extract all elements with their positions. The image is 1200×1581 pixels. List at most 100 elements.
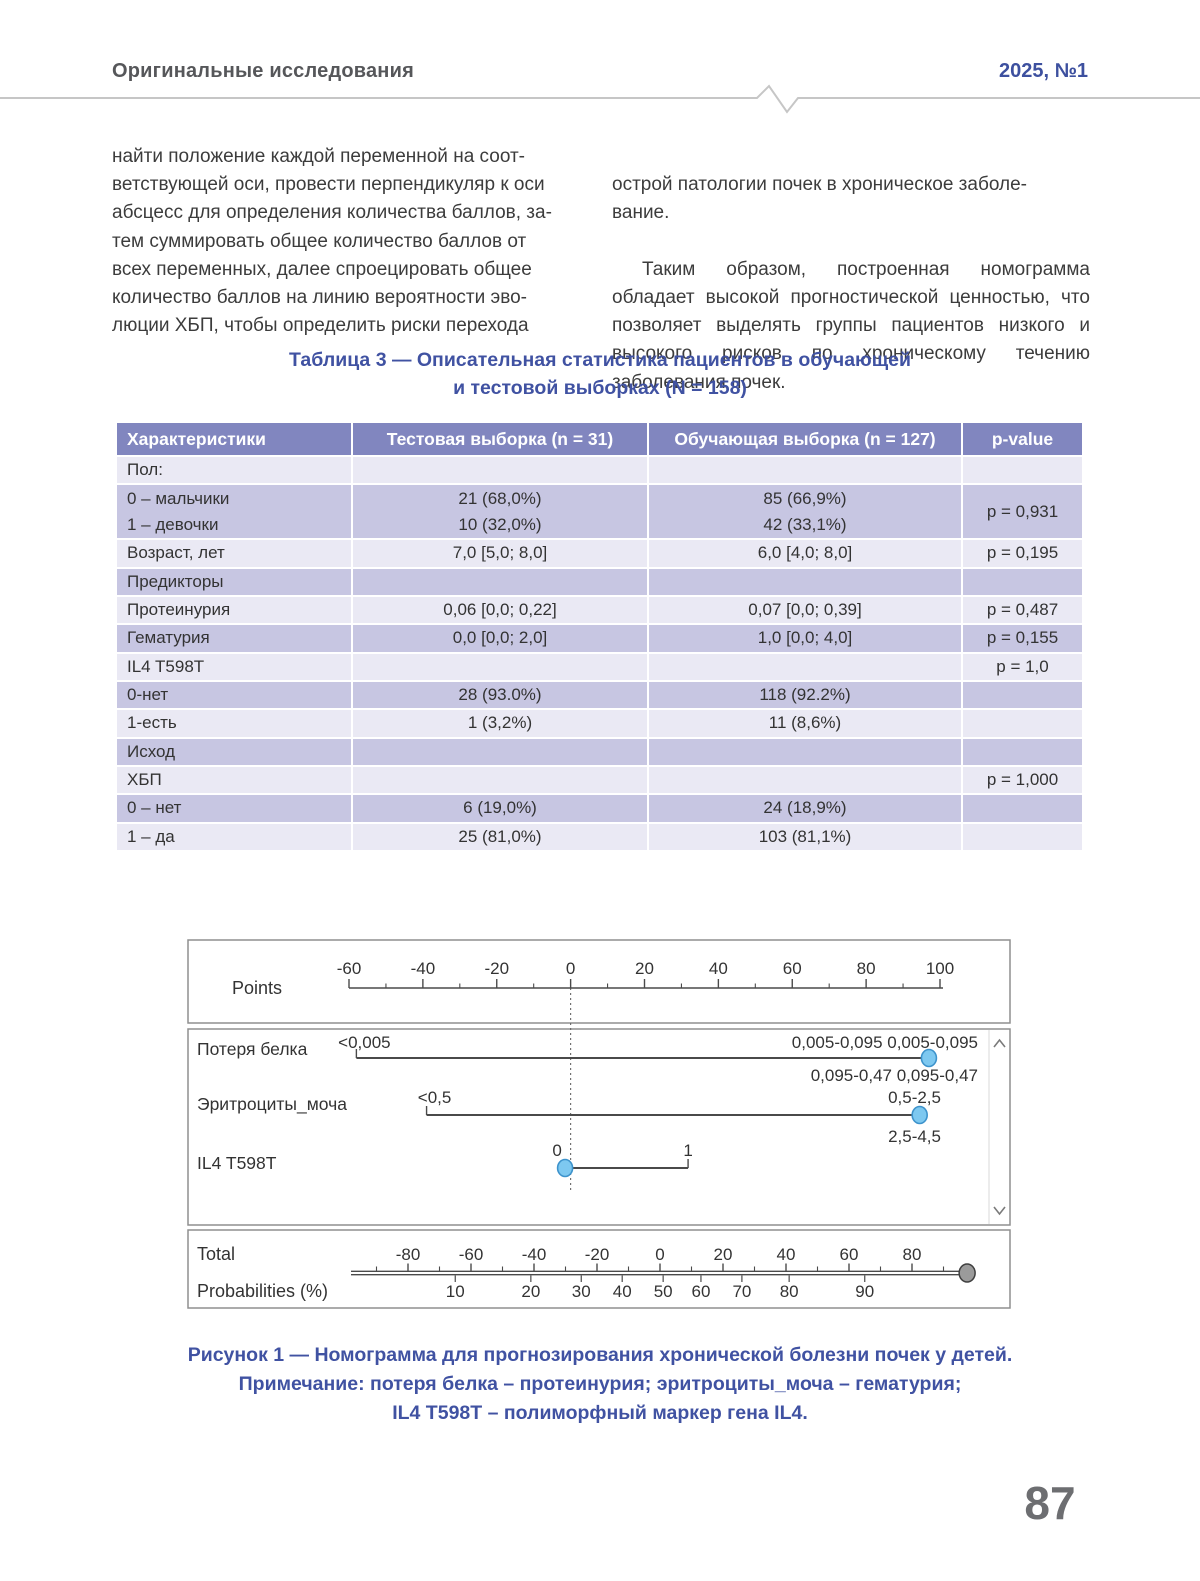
total-tick-label: 60 [840,1245,859,1264]
table-cell: 21 (68,0%) 10 (32,0%) [351,483,649,541]
article-column-left: найти положение каждой переменной на соо… [112,146,552,337]
table-cell [961,566,1084,598]
prob-tick-label: 30 [572,1282,591,1301]
table-body: Пол: 0 – мальчики 1 – девочки 21 (68,0%) 1… [115,454,1084,853]
total-tick-label: 40 [777,1245,796,1264]
column-header: Тестовая выборка (n = 31) [351,421,649,457]
table-cell: p = 0,487 [961,595,1084,626]
header-section-title: Оригинальные исследования [112,60,414,82]
table-cell [961,736,1084,768]
table-cell [351,566,649,598]
table-cell: p = 0,931 [961,483,1084,541]
variable-category-label: 0,5-2,5 [888,1088,941,1107]
table-cell: 0-нет [115,680,353,711]
total-tick-label: -20 [585,1245,610,1264]
column-header: Характеристики [115,421,353,457]
variable-start-label: 0 [552,1141,561,1160]
table-cell: p = 0,155 [961,623,1084,654]
table-cell [647,566,963,598]
table-cell: 1 – да [115,821,353,853]
total-marker [958,1263,976,1283]
table-cell: Гематурия [115,623,353,654]
figure-caption-line: Примечание: потеря белка – протеинурия; … [238,1373,962,1395]
table-row: Протеинурия 0,06 [0,0; 0,22] 0,07 [0,0; 0,… [115,595,1084,626]
table-row: Пол: [115,454,1084,486]
variable-category-label: 0,095-0,47 0,095-0,47 [811,1066,978,1085]
points-tick-label: -60 [337,959,362,978]
variable-marker [911,1105,928,1125]
table-cell: Пол: [115,454,353,486]
table-cell [647,765,963,796]
table-header-row: Характеристики Тестовая выборка (n = 31)… [115,421,1084,457]
table-row: Гематурия 0,0 [0,0; 2,0] 1,0 [0,0; 4,0] p =… [115,623,1084,654]
variable-category-label: 0,005-0,095 0,005-0,095 [792,1033,978,1052]
prob-tick-label: 40 [613,1282,632,1301]
table-cell: 6 (19,0%) [351,793,649,824]
total-panel [187,1229,1011,1309]
table-cell: Исход [115,736,353,768]
table-cell: 11 (8,6%) [647,708,963,739]
table-cell [351,454,649,486]
total-tick-label: 0 [655,1245,664,1264]
table-cell: 28 (93.0%) [351,680,649,711]
points-tick-label: 100 [926,959,954,978]
table-title: Таблица 3 — Описательная статистика паци… [289,349,911,399]
scroll-up-icon [993,1038,1006,1048]
total-tick-label: 80 [903,1245,922,1264]
table-cell [647,651,963,683]
prob-tick-label: 80 [780,1282,799,1301]
header-rule-pulse-icon [0,84,1200,114]
table-cell: p = 1,0 [961,651,1084,683]
table-cell: p = 0,195 [961,538,1084,569]
table-cell: 24 (18,9%) [647,793,963,824]
table-cell: 0,07 [0,0; 0,39] [647,595,963,626]
total-tick-label: -60 [459,1245,484,1264]
table-row: Исход [115,736,1084,768]
table-cell: 0,0 [0,0; 2,0] [351,623,649,654]
article-paragraph: острой патологии почек в хроническое заб… [612,174,1027,224]
variable-end-label: 1 [683,1141,692,1160]
table-cell: p = 1,000 [961,765,1084,796]
variable-marker [556,1158,574,1178]
table-cell [351,651,649,683]
variable-start-label: <0,005 [338,1033,390,1052]
prob-tick-label: 90 [855,1282,874,1301]
prob-tick-label: 20 [521,1282,540,1301]
table-cell: 1,0 [0,0; 4,0] [647,623,963,654]
figure-caption-line: Рисунок 1 — Номограмма для прогнозирован… [187,1344,1013,1366]
table-row: IL4 T598T p = 1,0 [115,651,1084,683]
points-tick-label: -40 [411,959,436,978]
table-row: ХБП p = 1,000 [115,765,1084,796]
points-panel [187,939,1011,1024]
total-tick-label: -80 [396,1245,421,1264]
table-cell [647,454,963,486]
variable-category-label: 2,5-4,5 [888,1127,941,1146]
table-row: 0-нет 28 (93.0%) 118 (92.2%) [115,680,1084,711]
prob-tick-label: 60 [691,1282,710,1301]
table-cell: Предикторы [115,566,353,598]
table-row: 0 – мальчики 1 – девочки 21 (68,0%) 10 (3… [115,483,1084,541]
variable-name: Эритроциты_моча [197,1094,347,1115]
table-row: 1-есть 1 (3,2%) 11 (8,6%) [115,708,1084,739]
prob-axis-label: Probabilities (%) [197,1281,328,1301]
variable-name: Потеря белка [197,1039,308,1059]
table-cell [961,793,1084,824]
total-axis-label: Total [197,1244,235,1264]
prob-tick-label: 10 [446,1282,465,1301]
table-cell: ХБП [115,765,353,796]
points-tick-label: 40 [709,959,728,978]
table-row: Предикторы [115,566,1084,598]
column-header: p-value [961,421,1084,457]
prob-tick-label: 50 [654,1282,673,1301]
points-tick-label: 20 [635,959,654,978]
table-cell: 7,0 [5,0; 8,0] [351,538,649,569]
header-issue: 2025, №1 [998,60,1088,82]
table-cell: IL4 T598T [115,651,353,683]
prob-tick-label: 70 [732,1282,751,1301]
table-cell [961,454,1084,486]
page-number: 87 [1024,1477,1076,1529]
variable-start-label: <0,5 [418,1088,452,1107]
table-cell: 0,06 [0,0; 0,22] [351,595,649,626]
